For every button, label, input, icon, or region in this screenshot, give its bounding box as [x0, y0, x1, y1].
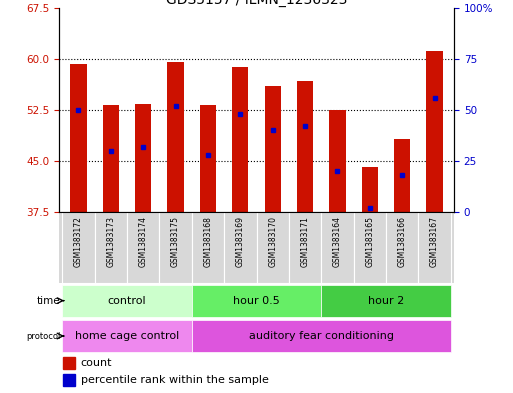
Text: GSM1383170: GSM1383170: [268, 216, 277, 267]
Text: percentile rank within the sample: percentile rank within the sample: [81, 375, 269, 385]
Bar: [160, 212, 192, 283]
Bar: [200, 105, 216, 212]
Bar: [419, 212, 451, 283]
Text: GSM1383173: GSM1383173: [106, 216, 115, 267]
Bar: [289, 212, 321, 283]
Text: GSM1383175: GSM1383175: [171, 216, 180, 267]
Text: hour 2: hour 2: [368, 296, 404, 306]
Bar: [297, 81, 313, 212]
Text: GSM1383166: GSM1383166: [398, 216, 407, 267]
Bar: [192, 212, 224, 283]
Text: hour 0.5: hour 0.5: [233, 296, 280, 306]
Bar: [103, 105, 119, 212]
Text: home cage control: home cage control: [75, 331, 179, 341]
Bar: [232, 67, 248, 212]
Text: control: control: [108, 296, 146, 306]
Title: GDS5157 / ILMN_1236323: GDS5157 / ILMN_1236323: [166, 0, 347, 7]
Text: GSM1383171: GSM1383171: [301, 216, 309, 266]
Bar: [362, 167, 378, 212]
Text: auditory fear conditioning: auditory fear conditioning: [249, 331, 394, 341]
Bar: [192, 320, 451, 352]
Bar: [62, 285, 192, 317]
Text: GSM1383165: GSM1383165: [365, 216, 374, 267]
Bar: [329, 110, 346, 212]
Text: count: count: [81, 358, 112, 368]
Bar: [63, 374, 75, 386]
Bar: [426, 51, 443, 212]
Text: GSM1383168: GSM1383168: [204, 216, 212, 266]
Text: GSM1383167: GSM1383167: [430, 216, 439, 267]
Bar: [127, 212, 160, 283]
Bar: [62, 212, 94, 283]
Bar: [192, 285, 321, 317]
Bar: [321, 212, 353, 283]
Text: GSM1383172: GSM1383172: [74, 216, 83, 266]
Bar: [62, 320, 192, 352]
Bar: [321, 285, 451, 317]
Text: time: time: [37, 296, 61, 306]
Bar: [167, 62, 184, 212]
Bar: [70, 64, 87, 212]
Bar: [224, 212, 256, 283]
Bar: [63, 357, 75, 369]
Text: GSM1383164: GSM1383164: [333, 216, 342, 267]
Bar: [394, 140, 410, 212]
Text: GSM1383169: GSM1383169: [236, 216, 245, 267]
Bar: [256, 212, 289, 283]
Text: GSM1383174: GSM1383174: [139, 216, 148, 267]
Bar: [265, 86, 281, 212]
Text: protocol: protocol: [26, 332, 61, 340]
Bar: [135, 104, 151, 212]
Bar: [94, 212, 127, 283]
Bar: [353, 212, 386, 283]
Bar: [386, 212, 419, 283]
